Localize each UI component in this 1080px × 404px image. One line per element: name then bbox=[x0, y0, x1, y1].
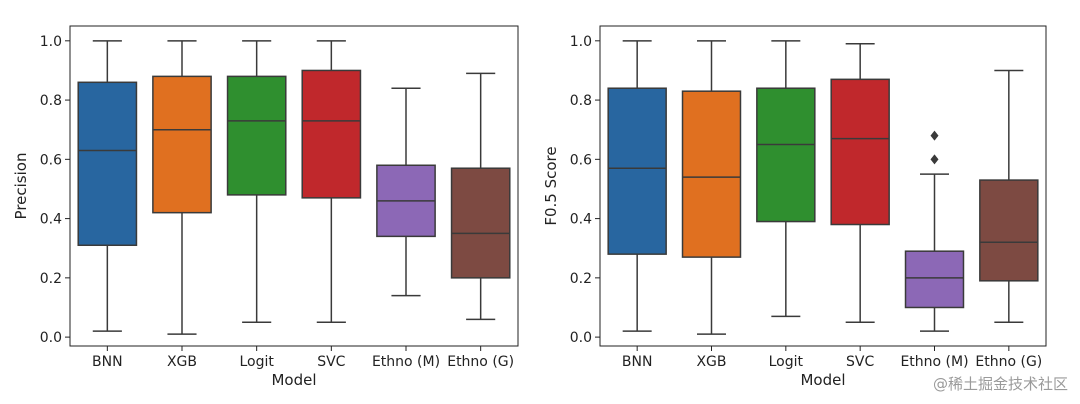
x-tick-label: BNN bbox=[92, 354, 123, 370]
x-tick-label: Logit bbox=[769, 354, 804, 370]
y-tick-label: 0.4 bbox=[40, 212, 62, 228]
chart-2: 0.0 0.2 0.4 0.6 0.8 1.0 BNN XGB Logit SVC Ethno (M… bbox=[542, 25, 1047, 389]
iqr-box bbox=[979, 179, 1039, 282]
x-tick-label: XGB bbox=[167, 354, 197, 370]
y-tick-label: 1.0 bbox=[40, 34, 62, 50]
x-tick-label: Ethno (M) bbox=[900, 354, 968, 370]
x-tick-label: Logit bbox=[239, 354, 274, 370]
box-ethno-m bbox=[376, 87, 436, 297]
iqr-box bbox=[681, 90, 742, 258]
x-tick-label: SVC bbox=[317, 354, 345, 370]
chart-1: 0.0 0.2 0.4 0.6 0.8 1.0 BNN XGB Logit SVC Ethno (M… bbox=[12, 25, 519, 389]
box-ethno-g bbox=[450, 72, 511, 321]
iqr-box bbox=[301, 69, 362, 199]
x-axis-label: Model bbox=[800, 371, 845, 389]
watermark-text: @稀土掘金技术社区 bbox=[932, 375, 1068, 393]
box-ethno-m bbox=[904, 130, 965, 332]
box-svc bbox=[830, 43, 890, 324]
y-tick-label: 0.6 bbox=[40, 152, 62, 168]
iqr-box bbox=[904, 250, 965, 309]
iqr-box bbox=[152, 75, 212, 214]
plot-frame bbox=[599, 25, 1047, 347]
outlier-point bbox=[930, 130, 939, 141]
x-tick-label: BNN bbox=[622, 354, 653, 370]
box-bnn bbox=[607, 40, 667, 332]
x-axis-label: Model bbox=[271, 371, 316, 389]
y-tick-label: 0.0 bbox=[40, 330, 62, 346]
x-tick-label: Ethno (G) bbox=[975, 354, 1042, 370]
iqr-box bbox=[77, 81, 138, 247]
iqr-box bbox=[226, 75, 287, 196]
box-bnn bbox=[77, 40, 138, 332]
x-tick-label: Ethno (G) bbox=[447, 354, 514, 370]
y-axis-label: Precision bbox=[12, 153, 30, 220]
box-svc bbox=[301, 40, 362, 324]
plot-frame bbox=[69, 25, 519, 347]
y-tick-label: 0.0 bbox=[570, 330, 592, 346]
x-tick-label: SVC bbox=[846, 354, 874, 370]
box-ethno-g bbox=[979, 69, 1039, 324]
y-tick-label: 0.2 bbox=[40, 271, 62, 287]
iqr-box bbox=[756, 87, 816, 223]
x-tick-label: XGB bbox=[696, 354, 726, 370]
iqr-box bbox=[830, 78, 890, 226]
box-xgb bbox=[152, 40, 212, 335]
y-tick-label: 0.8 bbox=[40, 93, 62, 109]
iqr-box bbox=[607, 87, 667, 255]
y-tick-label: 0.8 bbox=[570, 93, 592, 109]
iqr-box bbox=[450, 167, 511, 279]
y-tick-label: 1.0 bbox=[570, 34, 592, 50]
outlier-point bbox=[930, 154, 939, 165]
y-tick-label: 0.6 bbox=[570, 152, 592, 168]
box-logit bbox=[756, 40, 816, 318]
y-tick-label: 0.4 bbox=[570, 212, 592, 228]
y-tick-label: 0.2 bbox=[570, 271, 592, 287]
y-axis-label: F0.5 Score bbox=[542, 146, 560, 225]
box-logit bbox=[226, 40, 287, 324]
x-tick-label: Ethno (M) bbox=[372, 354, 440, 370]
box-xgb bbox=[681, 40, 742, 335]
